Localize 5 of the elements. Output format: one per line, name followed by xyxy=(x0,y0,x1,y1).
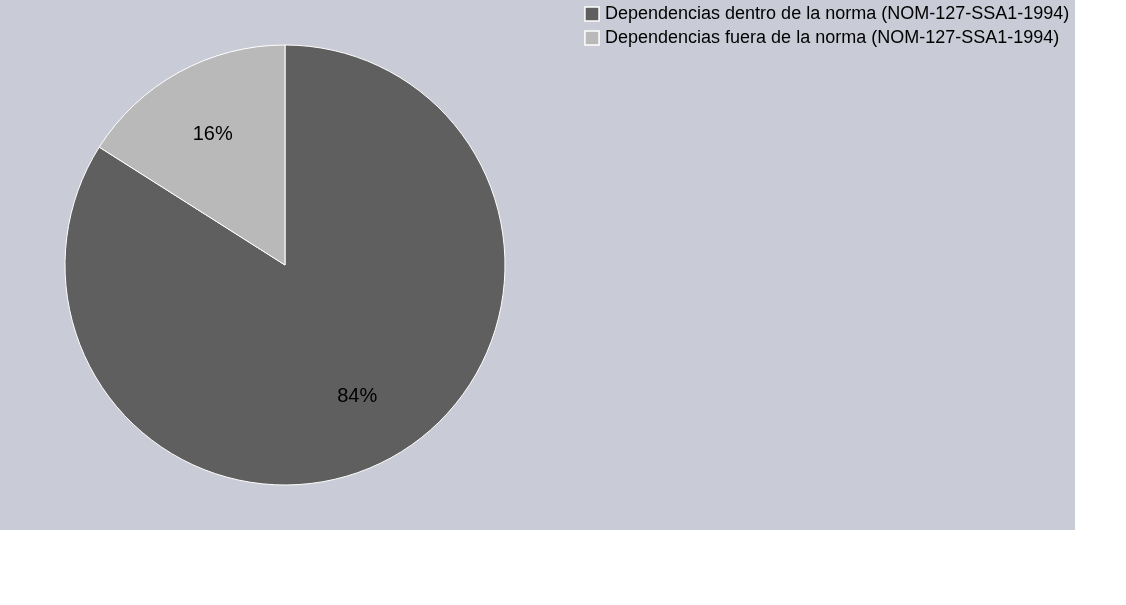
legend-label: Dependencias fuera de la norma (NOM-127-SSA1-1994) xyxy=(605,27,1060,47)
pie-slice xyxy=(64,44,506,486)
legend-label: Dependencias dentro de la norma (NOM-127-SSA1-1994) xyxy=(605,3,1070,23)
data-label: 16% xyxy=(192,121,233,144)
data-label: 84% xyxy=(337,384,378,407)
